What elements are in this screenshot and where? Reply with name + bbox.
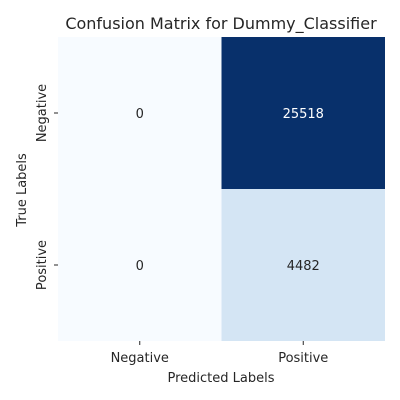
y-tick-label: Positive: [35, 240, 50, 290]
y-tick-label: Negative: [35, 84, 50, 142]
cell-value-label: 25518: [283, 107, 324, 122]
heatmap-cell: [221, 189, 385, 341]
chart-title: Confusion Matrix for Dummy_Classifier: [65, 14, 377, 34]
x-axis-ticks: Negative Positive: [111, 341, 328, 366]
cell-value-label: 4482: [287, 259, 320, 274]
x-axis-label: Predicted Labels: [167, 371, 274, 386]
x-tick-label: Positive: [278, 351, 328, 366]
x-tick-label: Negative: [111, 351, 169, 366]
y-axis-ticks: Negative Positive: [35, 84, 58, 290]
heatmap-cell: [58, 189, 222, 341]
heatmap-cell: [58, 37, 222, 189]
heatmap-cells: 0 25518 0 4482: [58, 37, 385, 341]
cell-value-label: 0: [136, 107, 144, 122]
cell-value-label: 0: [136, 259, 144, 274]
y-axis-label: True Labels: [15, 153, 30, 228]
heatmap-cell: [221, 37, 385, 189]
